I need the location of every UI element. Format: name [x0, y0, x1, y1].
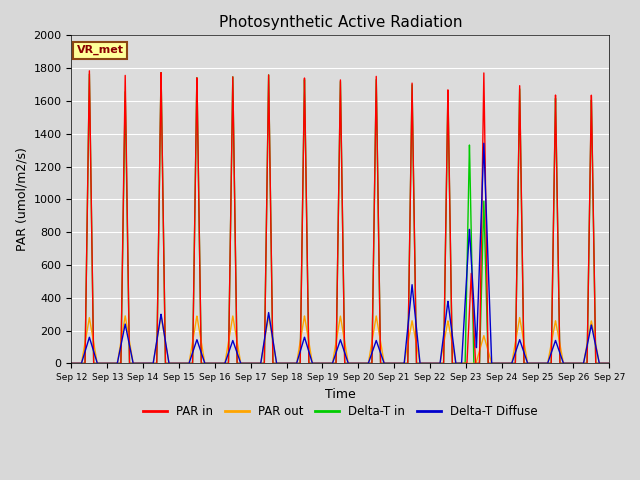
Delta-T in [510, 360, 518, 366]
PAR in [68, 360, 76, 366]
Delta-T Diffuse [469, 282, 477, 288]
Delta-T in [165, 360, 173, 366]
PAR in [165, 360, 173, 366]
PAR in [390, 360, 398, 366]
PAR out [469, 360, 477, 366]
PAR in [510, 360, 518, 366]
Y-axis label: PAR (umol/m2/s): PAR (umol/m2/s) [15, 147, 28, 252]
Legend: PAR in, PAR out, Delta-T in, Delta-T Diffuse: PAR in, PAR out, Delta-T in, Delta-T Dif… [138, 401, 542, 423]
X-axis label: Time: Time [325, 388, 356, 401]
Line: Delta-T Diffuse: Delta-T Diffuse [72, 143, 609, 363]
Line: PAR in: PAR in [72, 71, 609, 363]
Text: VR_met: VR_met [77, 45, 124, 56]
PAR in [86, 68, 93, 74]
PAR in [605, 360, 613, 366]
Delta-T Diffuse [390, 360, 398, 366]
PAR in [469, 304, 477, 310]
Delta-T Diffuse [273, 360, 281, 366]
Title: Photosynthetic Active Radiation: Photosynthetic Active Radiation [219, 15, 462, 30]
PAR in [273, 360, 281, 366]
Delta-T Diffuse [480, 140, 488, 146]
Delta-T Diffuse [510, 355, 518, 360]
PAR out [68, 360, 76, 366]
PAR in [417, 360, 425, 366]
Delta-T in [157, 70, 165, 75]
PAR out [605, 360, 613, 366]
Delta-T in [68, 360, 76, 366]
Delta-T Diffuse [165, 360, 173, 366]
PAR out [390, 360, 398, 366]
Line: Delta-T in: Delta-T in [72, 72, 609, 363]
PAR out [265, 313, 273, 319]
PAR out [510, 349, 518, 355]
Delta-T Diffuse [417, 360, 425, 366]
Delta-T Diffuse [605, 360, 613, 366]
PAR out [165, 360, 173, 366]
PAR out [273, 360, 281, 366]
Delta-T in [605, 360, 613, 366]
Delta-T in [417, 360, 425, 366]
Delta-T in [273, 360, 281, 366]
Line: PAR out: PAR out [72, 316, 609, 363]
PAR out [417, 360, 425, 366]
Delta-T in [390, 360, 398, 366]
Delta-T Diffuse [68, 360, 76, 366]
Delta-T in [469, 315, 477, 321]
